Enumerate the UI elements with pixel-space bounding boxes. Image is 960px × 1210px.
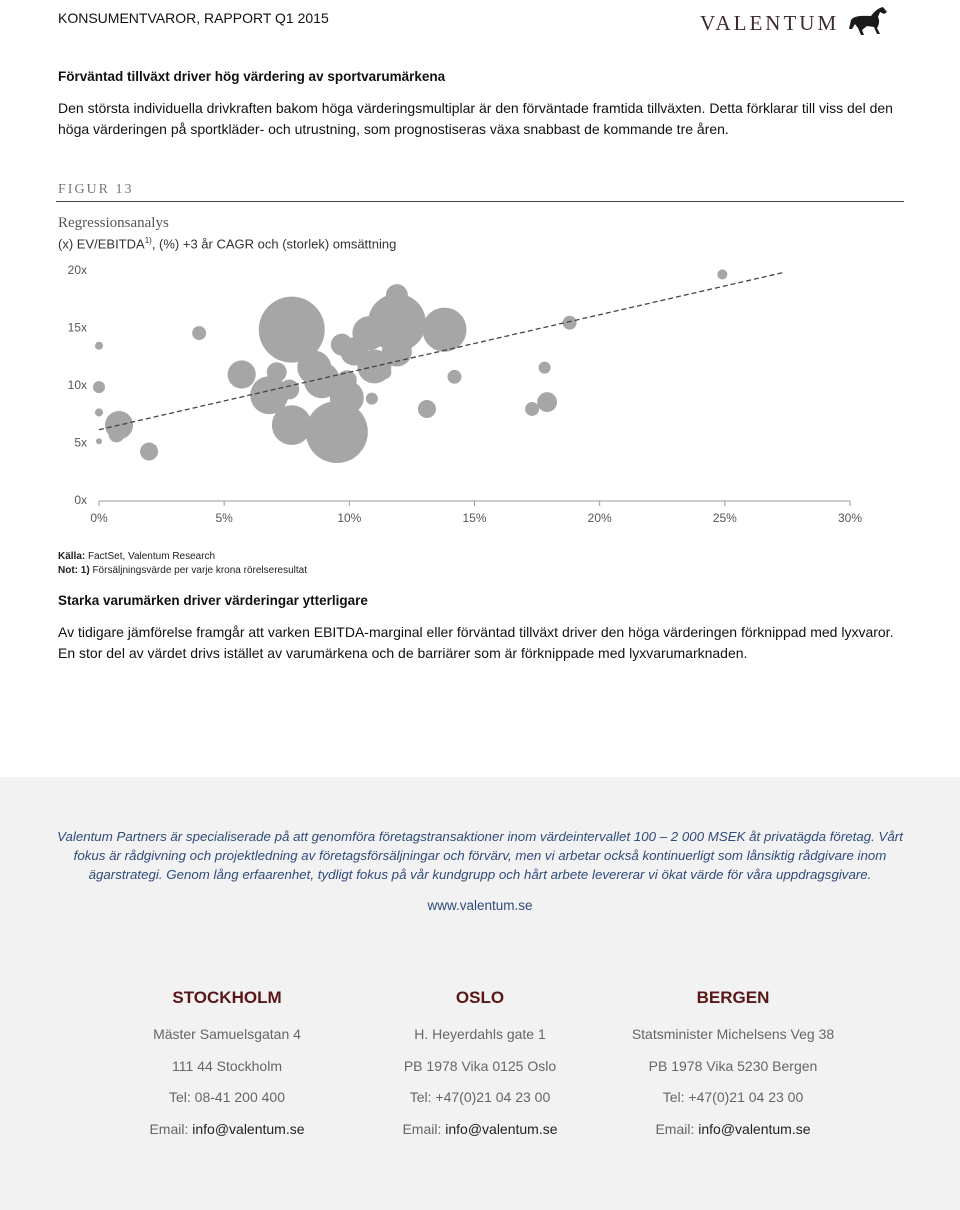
office-email: Email: info@valentum.se (603, 1117, 863, 1149)
figure-label: FIGUR 13 (58, 182, 134, 197)
office-email: Email: info@valentum.se (350, 1117, 610, 1149)
bubble (422, 307, 467, 352)
x-tick-label: 10% (337, 511, 361, 525)
x-tick-label: 20% (588, 511, 612, 525)
section-heading: Förväntad tillväxt driver hög värdering … (58, 69, 446, 84)
bubble (525, 402, 540, 416)
office-line: Tel: +47(0)21 04 23 00 (409, 1089, 551, 1106)
bubble (258, 296, 325, 363)
office-line: Mäster Samuelsgatan 4 (153, 1026, 301, 1042)
office-line: PB 1978 Vika 5230 Bergen (648, 1057, 818, 1074)
office-email: Email: info@valentum.se (97, 1117, 357, 1149)
bubble (365, 392, 378, 405)
bubble (271, 405, 312, 445)
office-line: 111 44 Stockholm (172, 1057, 282, 1074)
section-paragraph: Av tidigare jämförelse framgår att varke… (58, 624, 894, 661)
logo-text: VALENTUM (700, 11, 840, 35)
subtitle-sup: 1) (144, 236, 152, 245)
bubble (108, 426, 125, 443)
office-city: STOCKHOLM (172, 988, 282, 1007)
email-label: Email: (402, 1121, 442, 1138)
bubble (94, 341, 104, 350)
section-heading: Starka varumärken driver värderingar ytt… (58, 593, 368, 608)
source-label: Källa: (58, 551, 86, 562)
x-tick-label: 5% (215, 511, 233, 525)
office-line: H. Heyerdahls gate 1 (414, 1026, 546, 1042)
email-link[interactable]: info@valentum.se (445, 1121, 558, 1138)
email-link[interactable]: info@valentum.se (192, 1121, 305, 1138)
logo: VALENTUM (700, 6, 889, 36)
bubble (227, 360, 256, 389)
trend-line (98, 271, 786, 431)
note: Not: 1) Försäljningsvärde per varje kron… (58, 565, 307, 576)
source-text: FactSet, Valentum Research (88, 551, 216, 562)
bubble (303, 362, 340, 399)
figure-subtitle: (x) EV/EBITDA1), (%) +3 år CAGR och (sto… (58, 236, 396, 251)
note-text: Försäljningsvärde per varje krona rörels… (92, 565, 307, 576)
bubble (717, 269, 728, 280)
y-tick-label: 5x (74, 436, 87, 450)
footer-about: Valentum Partners är specialiserade på a… (57, 829, 903, 882)
y-tick-label: 15x (68, 321, 87, 335)
office: STOCKHOLM Mäster Samuelsgatan 4 111 44 Sto… (97, 986, 357, 1149)
bubble (447, 369, 462, 384)
y-tick-label: 20x (68, 263, 87, 277)
office-line: Statsminister Michelsens Veg 38 (631, 1026, 835, 1042)
note-label: Not: 1) (58, 565, 90, 576)
bubble (94, 408, 104, 417)
office-line: Tel: +47(0)21 04 23 00 (662, 1089, 804, 1106)
chart: 0% 5% 10% 15% 20% 25% 30% 0x 5x 10x 15x 20x (68, 263, 863, 525)
x-tick-label: 0% (90, 511, 108, 525)
footer-website[interactable]: www.valentum.se (427, 898, 533, 913)
office-line: PB 1978 Vika 0125 Oslo (403, 1057, 557, 1074)
bubble (562, 315, 577, 330)
bubble (537, 392, 558, 413)
figure-rule (56, 201, 904, 202)
source: Källa: FactSet, Valentum Research (58, 551, 215, 562)
bubble (96, 438, 102, 445)
bubble (140, 442, 159, 461)
subtitle-part: , (%) +3 år CAGR och (storlek) omsättnin… (151, 236, 397, 252)
bubble (250, 376, 289, 415)
x-tick-label: 25% (713, 511, 737, 525)
x-tick-label: 15% (462, 511, 486, 525)
office-city: OSLO (455, 988, 505, 1007)
bubble (417, 400, 436, 418)
office-line: Tel: 08-41 200 400 (169, 1089, 285, 1106)
bubble (377, 365, 392, 380)
bubble (93, 381, 105, 394)
section-paragraph: Den största individuella drivkraften bak… (58, 100, 893, 137)
header-title: KONSUMENTVAROR, RAPPORT Q1 2015 (58, 10, 329, 26)
office: BERGEN Statsminister Michelsens Veg 38 PB … (603, 986, 863, 1149)
y-tick-label: 0x (74, 493, 87, 507)
subtitle-part: (x) EV/EBITDA (58, 236, 145, 252)
bubble (305, 400, 368, 464)
figure-title: Regressionsanalys (58, 215, 169, 231)
bubble (279, 379, 300, 400)
email-link[interactable]: info@valentum.se (698, 1121, 811, 1138)
bubble (192, 326, 207, 341)
office-city: BERGEN (696, 988, 770, 1007)
footer-band (0, 777, 960, 1210)
email-label: Email: (655, 1121, 695, 1138)
logo-horse (849, 7, 888, 35)
y-tick-label: 10x (68, 378, 87, 392)
office: OSLO H. Heyerdahls gate 1 PB 1978 Vika 012… (350, 986, 610, 1149)
bubble (538, 361, 551, 374)
email-label: Email: (149, 1121, 189, 1138)
x-tick-label: 30% (838, 511, 862, 525)
